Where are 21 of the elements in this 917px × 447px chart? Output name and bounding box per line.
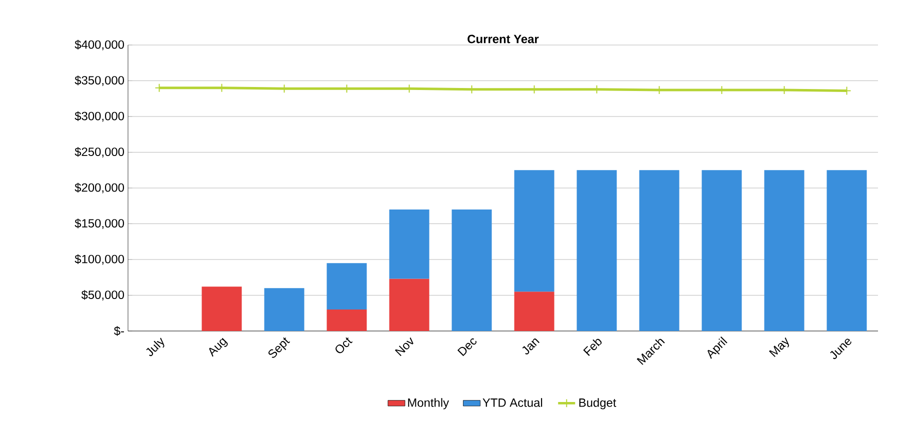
y-tick-label: $100,000 <box>74 254 124 265</box>
y-tick-label: $400,000 <box>74 40 124 50</box>
chart-title: Current Year <box>468 34 539 44</box>
y-tick-label: $300,000 <box>74 111 124 122</box>
x-tick-label: May <box>768 337 789 358</box>
legend-label: YTD Actual <box>482 398 542 407</box>
y-tick-label: $- <box>114 326 124 336</box>
x-tick-label: Feb <box>583 338 602 356</box>
legend-label: Budget <box>579 398 616 410</box>
y-tick-label: $150,000 <box>74 218 124 229</box>
legend-label: Monthly <box>408 398 449 410</box>
x-tick-label: July <box>146 338 164 356</box>
y-tick-label: $350,000 <box>74 76 124 86</box>
x-tick-label: Oct <box>336 337 353 354</box>
y-tick-label: $250,000 <box>74 147 124 158</box>
x-tick-label: Nov <box>394 337 414 356</box>
x-tick-label: Jan <box>522 338 540 354</box>
y-tick-label: $200,000 <box>74 182 124 194</box>
y-tick-label: $50,000 <box>81 290 124 300</box>
x-tick-label: Aug <box>209 338 228 357</box>
x-tick-label: Dec <box>457 338 476 356</box>
